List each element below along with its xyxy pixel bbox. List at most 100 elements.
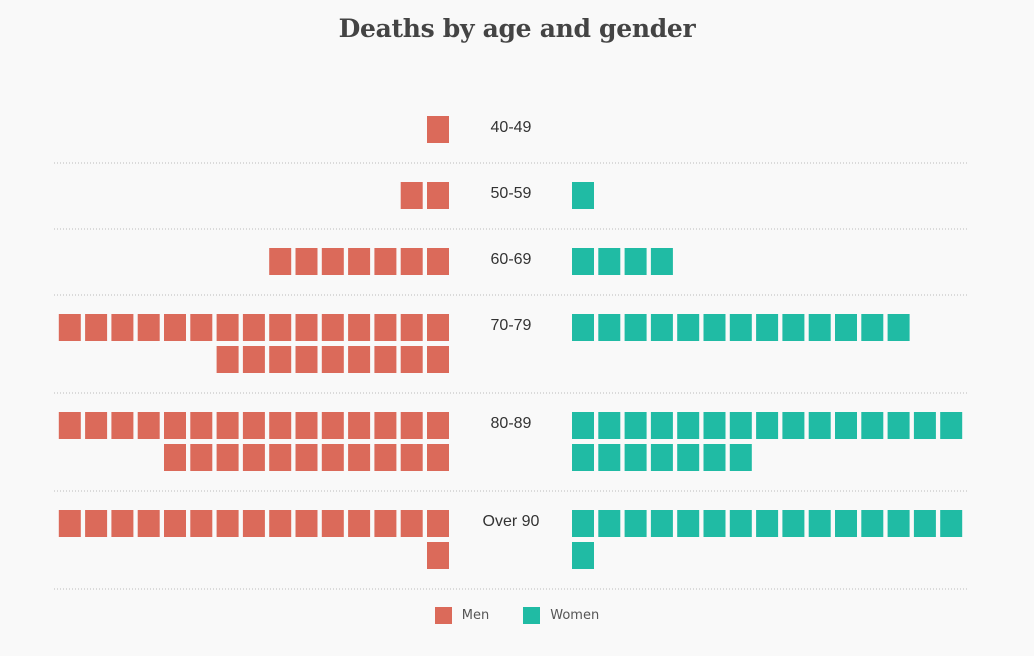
men-square [427,314,449,341]
women-square [598,412,621,439]
women-square [835,412,857,439]
men-square [137,412,160,439]
men-square [348,314,371,341]
men-square [216,412,239,439]
women-square [808,510,831,537]
women-square [572,412,594,439]
men-square [137,314,160,341]
men-square [164,314,186,341]
men-square [242,314,265,341]
men-square [190,314,213,341]
men-square [111,314,134,341]
men-square [374,510,397,537]
women-square [729,314,752,341]
men-square [242,412,265,439]
men-square [348,510,371,537]
men-square [321,444,344,471]
women-square [598,248,621,275]
women-square [729,412,752,439]
women-square [677,314,700,341]
men-square [295,248,318,275]
age-label-5: Over 90 [483,513,540,530]
women-square [650,248,673,275]
women-square [650,444,673,471]
men-square [164,444,186,471]
men-square [427,444,449,471]
men-square [269,314,292,341]
women-square [756,314,779,341]
men-square [242,510,265,537]
men-square [427,542,449,569]
men-square [269,346,292,373]
women-square [624,444,647,471]
men-square [58,510,81,537]
men-square [400,314,423,341]
women-square [703,412,726,439]
men-square [58,412,81,439]
men-square [295,346,318,373]
men-square [400,444,423,471]
women-square [572,510,594,537]
women-square [650,412,673,439]
women-square [624,412,647,439]
women-square [808,314,831,341]
women-square [703,314,726,341]
men-square [295,314,318,341]
men-square [400,412,423,439]
legend-swatch-men [434,607,452,624]
women-square [835,510,857,537]
women-square [940,412,963,439]
men-square [216,444,239,471]
men-square [242,444,265,471]
men-square [427,346,449,373]
women-square [650,510,673,537]
women-square [677,412,700,439]
legend: Men Women [0,607,1034,624]
men-square [374,346,397,373]
age-label-0: 40-49 [491,119,532,136]
men-square [269,412,292,439]
women-square [861,510,884,537]
men-square [190,510,213,537]
men-square [164,510,186,537]
women-square [782,314,805,341]
women-square [861,314,884,341]
men-square [295,444,318,471]
women-square [729,510,752,537]
men-square [321,346,344,373]
men-square [348,248,371,275]
women-square [782,412,805,439]
men-square [216,510,239,537]
men-square [216,314,239,341]
men-square [400,510,423,537]
age-label-2: 60-69 [491,251,532,268]
men-square [295,510,318,537]
women-square [913,412,936,439]
waffle-chart: 40-49 50-59 60-69 70-79 80-89 Over 90 [54,116,967,590]
men-square [85,510,108,537]
women-square [703,444,726,471]
men-square [269,248,292,275]
women-square [572,542,594,569]
men-square [321,248,344,275]
legend-label-men: Men [461,608,490,623]
women-square [940,510,963,537]
women-square [808,412,831,439]
men-square [321,510,344,537]
men-square [269,510,292,537]
men-square [427,248,449,275]
men-square [348,444,371,471]
women-square [861,412,884,439]
men-square [400,248,423,275]
men-square [111,412,134,439]
women-square [572,182,594,209]
women-square [572,314,594,341]
men-square [374,444,397,471]
women-square [677,510,700,537]
men-square [374,314,397,341]
men-square [85,314,108,341]
women-square [624,510,647,537]
legend-item-women: Women [523,607,599,624]
men-square [269,444,292,471]
men-square [164,412,186,439]
